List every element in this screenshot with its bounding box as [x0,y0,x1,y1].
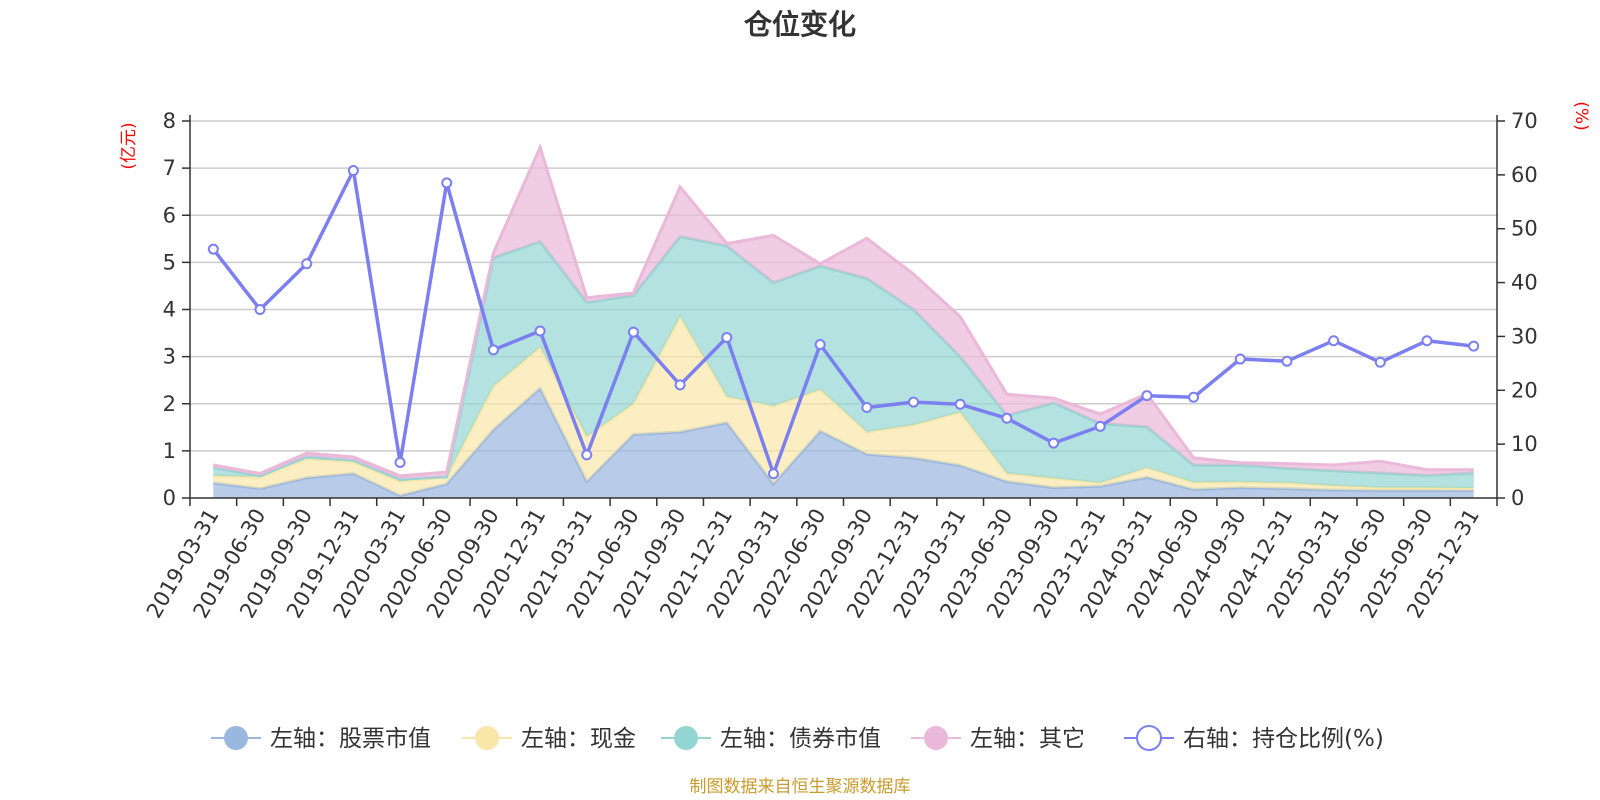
ratio-point [1001,412,1013,424]
legend-marker [674,726,698,750]
chart-title: 仓位变化 [744,8,856,41]
ratio-point [534,325,546,337]
legend-item: 左轴：其它 [911,726,1085,752]
ratio-point [1048,437,1060,449]
area-左轴：现金 [213,316,1474,496]
right-axis-unit: (%) [1571,101,1591,130]
area-左轴：债券市值 [213,236,1474,489]
ratio-point [767,468,779,480]
ratio-point [1234,353,1246,365]
ratio-line-series [207,165,1480,480]
ratio-point [861,402,873,414]
ratio-point [1421,335,1433,347]
legend-marker [1136,725,1162,751]
ratio-point [207,243,219,255]
area-series [213,143,1474,498]
right-axis-tick-label: 40 [1511,271,1538,295]
left-axis-tick-label: 0 [163,486,176,510]
ratio-point [347,165,359,177]
right-axis-tick-label: 10 [1511,432,1538,456]
legend-label: 左轴：债券市值 [720,726,881,752]
left-axis-tick-label: 8 [163,109,176,133]
legend-marker [475,726,499,750]
left-axis-tick-label: 7 [163,156,176,180]
legend-label: 左轴：其它 [970,726,1085,752]
ratio-point [254,304,266,315]
right-axis-tick-label: 0 [1511,486,1524,510]
left-axis-tick-label: 4 [163,298,176,322]
right-axis-tick-label: 60 [1511,163,1538,187]
ratio-point [674,379,686,391]
ratio-point [441,177,453,189]
ratio-point [814,339,826,351]
left-axis-tick-label: 6 [163,203,176,227]
legend-label: 左轴：现金 [521,726,636,752]
ratio-point [301,258,313,270]
ratio-point [1094,420,1106,432]
left-axis-tick-label: 2 [163,392,176,416]
ratio-line [211,168,1474,476]
ratio-point [1281,355,1293,367]
ratio-point [1468,340,1480,352]
legend-item: 左轴：股票市值 [211,726,431,752]
ratio-point [908,396,920,408]
right-axis-tick-label: 30 [1511,324,1538,348]
left-axis-tick-label: 3 [163,345,176,369]
legend-item: 左轴：现金 [462,726,636,752]
right-axis-tick-label: 20 [1511,378,1538,402]
ratio-point [1328,335,1340,347]
ratio-point [721,332,733,344]
legend-marker [224,726,248,750]
left-axis-tick-label: 1 [163,439,176,463]
legend: 左轴：股票市值 左轴：现金 左轴：债券市值 左轴：其它 右轴：持仓比例(%) [211,725,1384,752]
ratio-point [581,449,593,461]
area-edge-左轴：其它 [213,143,1474,478]
ratio-point [487,344,499,356]
right-axis-tick-label: 70 [1511,109,1538,133]
ratio-point [1141,390,1153,402]
left-axis-unit: (亿元) [119,122,139,169]
ratio-point [1374,356,1386,368]
legend-item: 左轴：债券市值 [661,726,881,752]
legend-label: 左轴：股票市值 [270,726,431,752]
area-左轴：其它 [213,147,1474,480]
ratio-point [627,326,639,338]
left-axis-tick-label: 5 [163,250,176,274]
legend-marker [924,726,948,750]
data-source-note: 制图数据来自恒生聚源数据库 [690,777,911,797]
ratio-point [1188,391,1200,403]
legend-label: 右轴：持仓比例(%) [1183,726,1384,752]
ratio-point [954,398,966,410]
legend-item: 右轴：持仓比例(%) [1124,725,1384,752]
ratio-point [394,456,406,468]
right-axis-tick-label: 50 [1511,217,1538,241]
